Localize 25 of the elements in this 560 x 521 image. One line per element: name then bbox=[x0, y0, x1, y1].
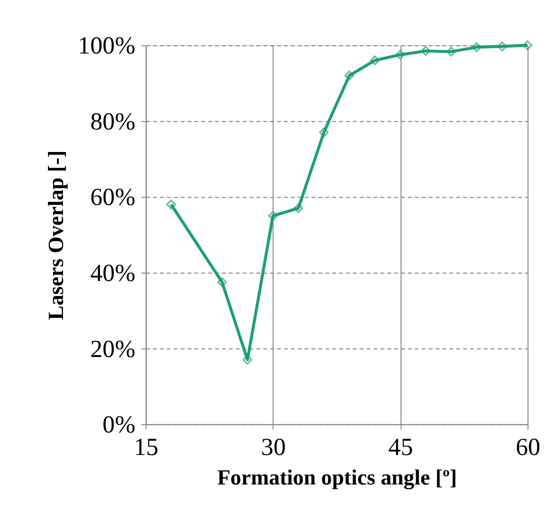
y-tick-label: 40% bbox=[90, 260, 136, 287]
point bbox=[319, 128, 329, 138]
point bbox=[166, 200, 176, 210]
point bbox=[370, 56, 380, 66]
point bbox=[497, 42, 507, 52]
y-tick-label: 0% bbox=[102, 412, 136, 439]
y-axis-title: Lasers Overlap [-] bbox=[44, 150, 68, 320]
point bbox=[294, 203, 304, 214]
point bbox=[268, 210, 278, 221]
x-tick-label: 30 bbox=[261, 434, 286, 462]
x-tick-label: 15 bbox=[134, 434, 158, 462]
y-tick-label: 80% bbox=[90, 108, 136, 136]
x-tick-label: 45 bbox=[388, 434, 414, 462]
y-tick-label: 60% bbox=[90, 184, 136, 212]
point bbox=[420, 46, 431, 56]
point bbox=[522, 40, 532, 50]
point bbox=[472, 42, 482, 52]
y-tick-label: 20% bbox=[90, 336, 136, 363]
point bbox=[217, 277, 227, 287]
point bbox=[395, 50, 406, 60]
point bbox=[446, 46, 456, 57]
y-tick-label: 100% bbox=[78, 32, 136, 60]
x-axis-title: Formation optics angle [º] bbox=[217, 466, 457, 490]
x-tick-label: 60 bbox=[516, 434, 540, 462]
point bbox=[344, 70, 354, 80]
